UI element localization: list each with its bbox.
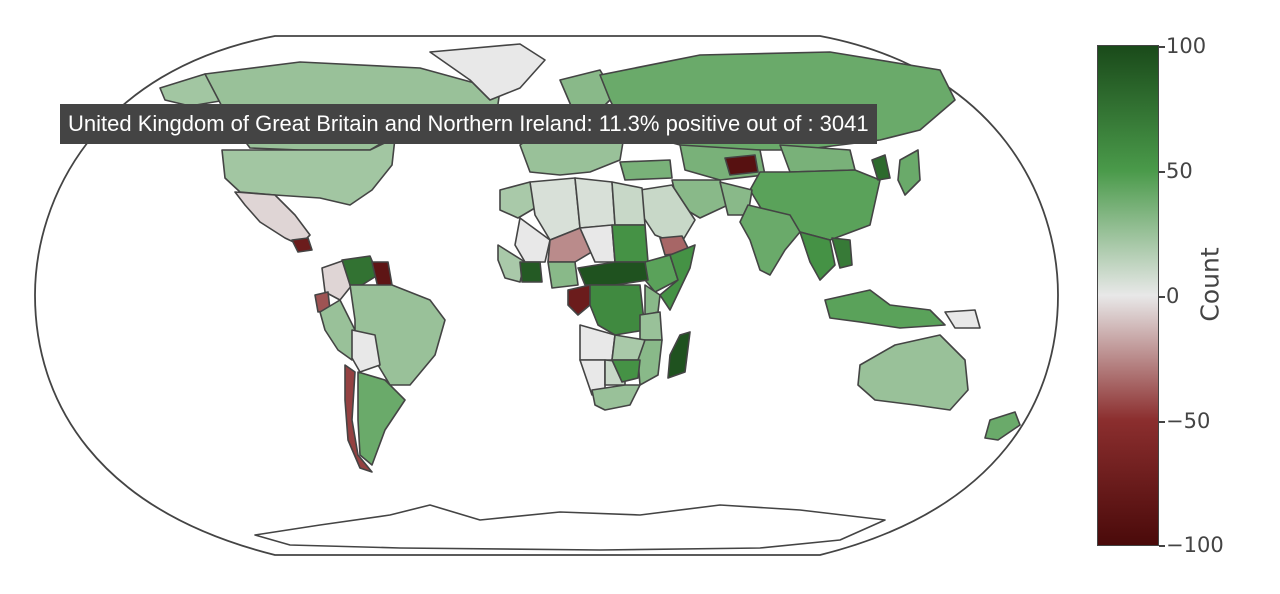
country-argentina[interactable] bbox=[357, 371, 406, 466]
country-indonesia[interactable] bbox=[824, 289, 946, 329]
country-gabon[interactable] bbox=[567, 284, 591, 316]
country-venezuela[interactable] bbox=[341, 255, 379, 286]
country-india[interactable] bbox=[739, 204, 801, 276]
country-sudan[interactable] bbox=[611, 224, 649, 263]
country-antarctica[interactable] bbox=[254, 504, 886, 551]
country-bolivia[interactable] bbox=[351, 329, 381, 373]
country-egypt[interactable] bbox=[611, 181, 646, 226]
country-vietnam[interactable] bbox=[831, 237, 853, 269]
country-usa[interactable] bbox=[221, 137, 396, 206]
country-peru[interactable] bbox=[319, 299, 356, 361]
country-libya[interactable] bbox=[574, 177, 616, 229]
colorbar-tick-mark bbox=[1159, 296, 1165, 298]
colorbar-tick-label: 0 bbox=[1166, 284, 1180, 308]
country-mozambique[interactable] bbox=[637, 339, 663, 386]
country-south-africa[interactable] bbox=[591, 384, 641, 411]
country-guatemala[interactable] bbox=[291, 237, 313, 253]
colorbar-tick-mark bbox=[1159, 171, 1165, 173]
colorbar-tick-label: 100 bbox=[1166, 34, 1207, 58]
colorbar-title: Count bbox=[1195, 247, 1225, 322]
country-australia[interactable] bbox=[857, 334, 969, 411]
country-greenland[interactable] bbox=[429, 43, 546, 101]
colorbar bbox=[1097, 45, 1159, 546]
country-kyrgyzstan[interactable] bbox=[724, 154, 759, 176]
country-west-africa[interactable] bbox=[497, 244, 526, 283]
country-tanzania[interactable] bbox=[639, 311, 663, 341]
colorbar-tick-mark bbox=[1159, 545, 1165, 547]
country-se-asia[interactable] bbox=[799, 231, 836, 281]
country-somalia[interactable] bbox=[659, 244, 696, 311]
country-mongolia[interactable] bbox=[779, 144, 856, 173]
country-car[interactable] bbox=[577, 261, 649, 286]
country-png[interactable] bbox=[944, 309, 981, 329]
colorbar-tick-mark bbox=[1159, 46, 1165, 48]
country-newzealand[interactable] bbox=[984, 411, 1021, 441]
country-korea[interactable] bbox=[871, 154, 891, 181]
colorbar-tick-label: 50 bbox=[1166, 159, 1193, 183]
colorbar-tick-label: −100 bbox=[1166, 533, 1224, 557]
country-nigeria[interactable] bbox=[547, 261, 579, 289]
country-morocco[interactable] bbox=[499, 181, 541, 219]
colorbar-tick-mark bbox=[1159, 421, 1165, 423]
country-japan[interactable] bbox=[897, 149, 921, 196]
country-madagascar[interactable] bbox=[667, 331, 691, 379]
country-ivory-coast[interactable] bbox=[519, 261, 543, 283]
country-turkey[interactable] bbox=[619, 159, 673, 181]
colorbar-tick-label: −50 bbox=[1166, 409, 1211, 433]
country-zimbabwe[interactable] bbox=[611, 359, 641, 383]
hover-tooltip: United Kingdom of Great Britain and Nort… bbox=[60, 104, 877, 144]
country-chile[interactable] bbox=[344, 364, 373, 473]
